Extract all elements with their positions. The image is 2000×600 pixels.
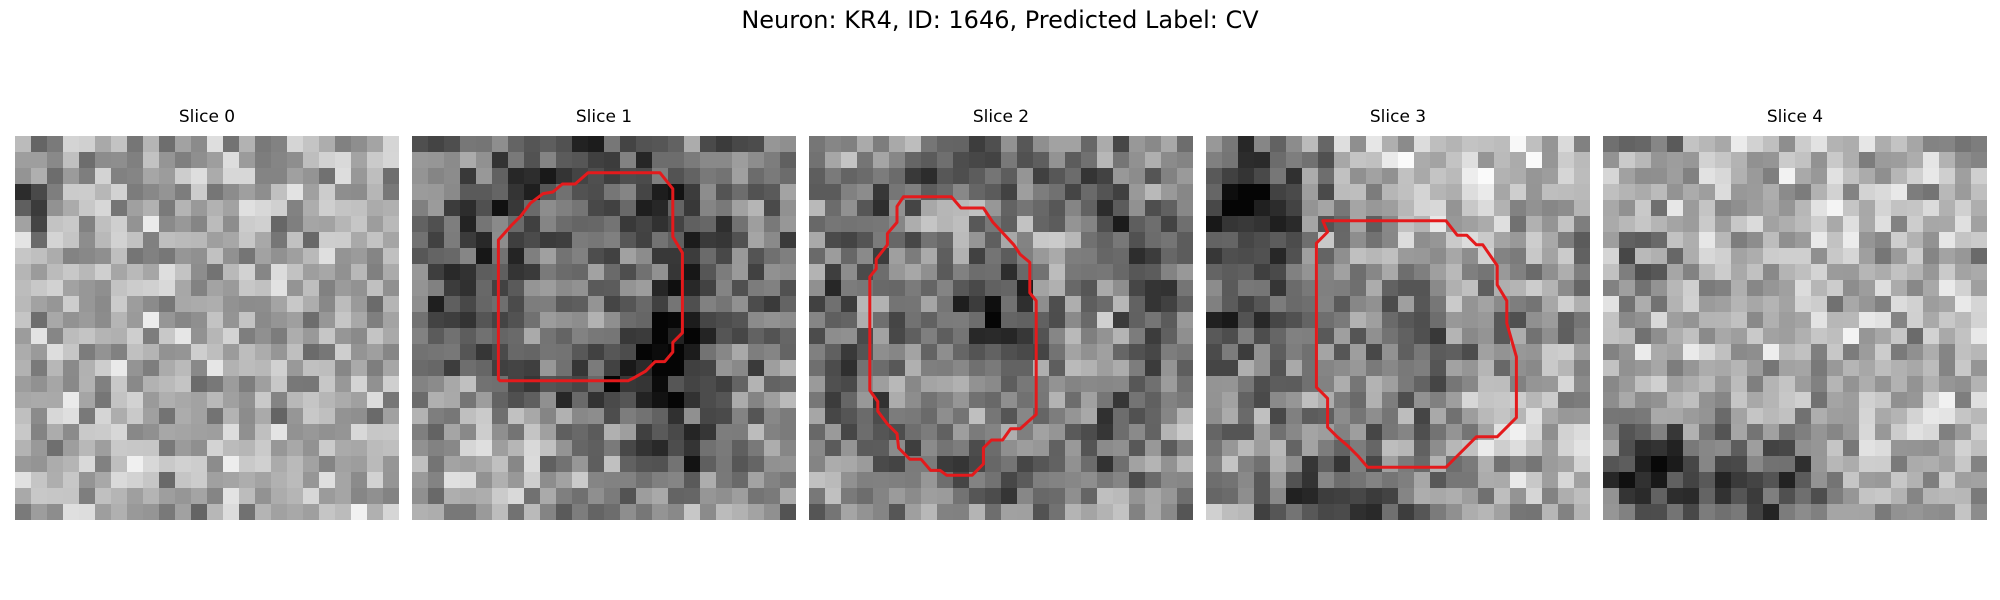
pixel-grid <box>809 136 1193 520</box>
pixel-grid <box>412 136 796 520</box>
segmentation-contour <box>868 195 1038 477</box>
pixel-grid <box>15 136 399 520</box>
slice-image <box>412 136 796 520</box>
slice-panel-3: Slice 3 <box>1206 106 1590 520</box>
slice-title: Slice 4 <box>1766 107 1824 127</box>
slice-image <box>15 136 399 520</box>
slice-title: Slice 1 <box>575 107 633 127</box>
segmentation-contour <box>496 171 684 383</box>
pixel-grid <box>1206 136 1590 520</box>
slice-image <box>809 136 1193 520</box>
pixel-grid <box>1603 136 1987 520</box>
figure-title: Neuron: KR4, ID: 1646, Predicted Label: … <box>741 6 1259 34</box>
slice-panel-4: Slice 4 <box>1603 106 1987 520</box>
slice-image <box>1206 136 1590 520</box>
slice-title: Slice 0 <box>178 107 236 127</box>
slice-panel-1: Slice 1 <box>412 106 796 520</box>
slice-title: Slice 2 <box>972 107 1030 127</box>
segmentation-contour <box>1314 219 1518 469</box>
slice-panel-0: Slice 0 <box>15 106 399 520</box>
slice-title: Slice 3 <box>1369 107 1427 127</box>
slice-image <box>1603 136 1987 520</box>
slice-panel-2: Slice 2 <box>809 106 1193 520</box>
